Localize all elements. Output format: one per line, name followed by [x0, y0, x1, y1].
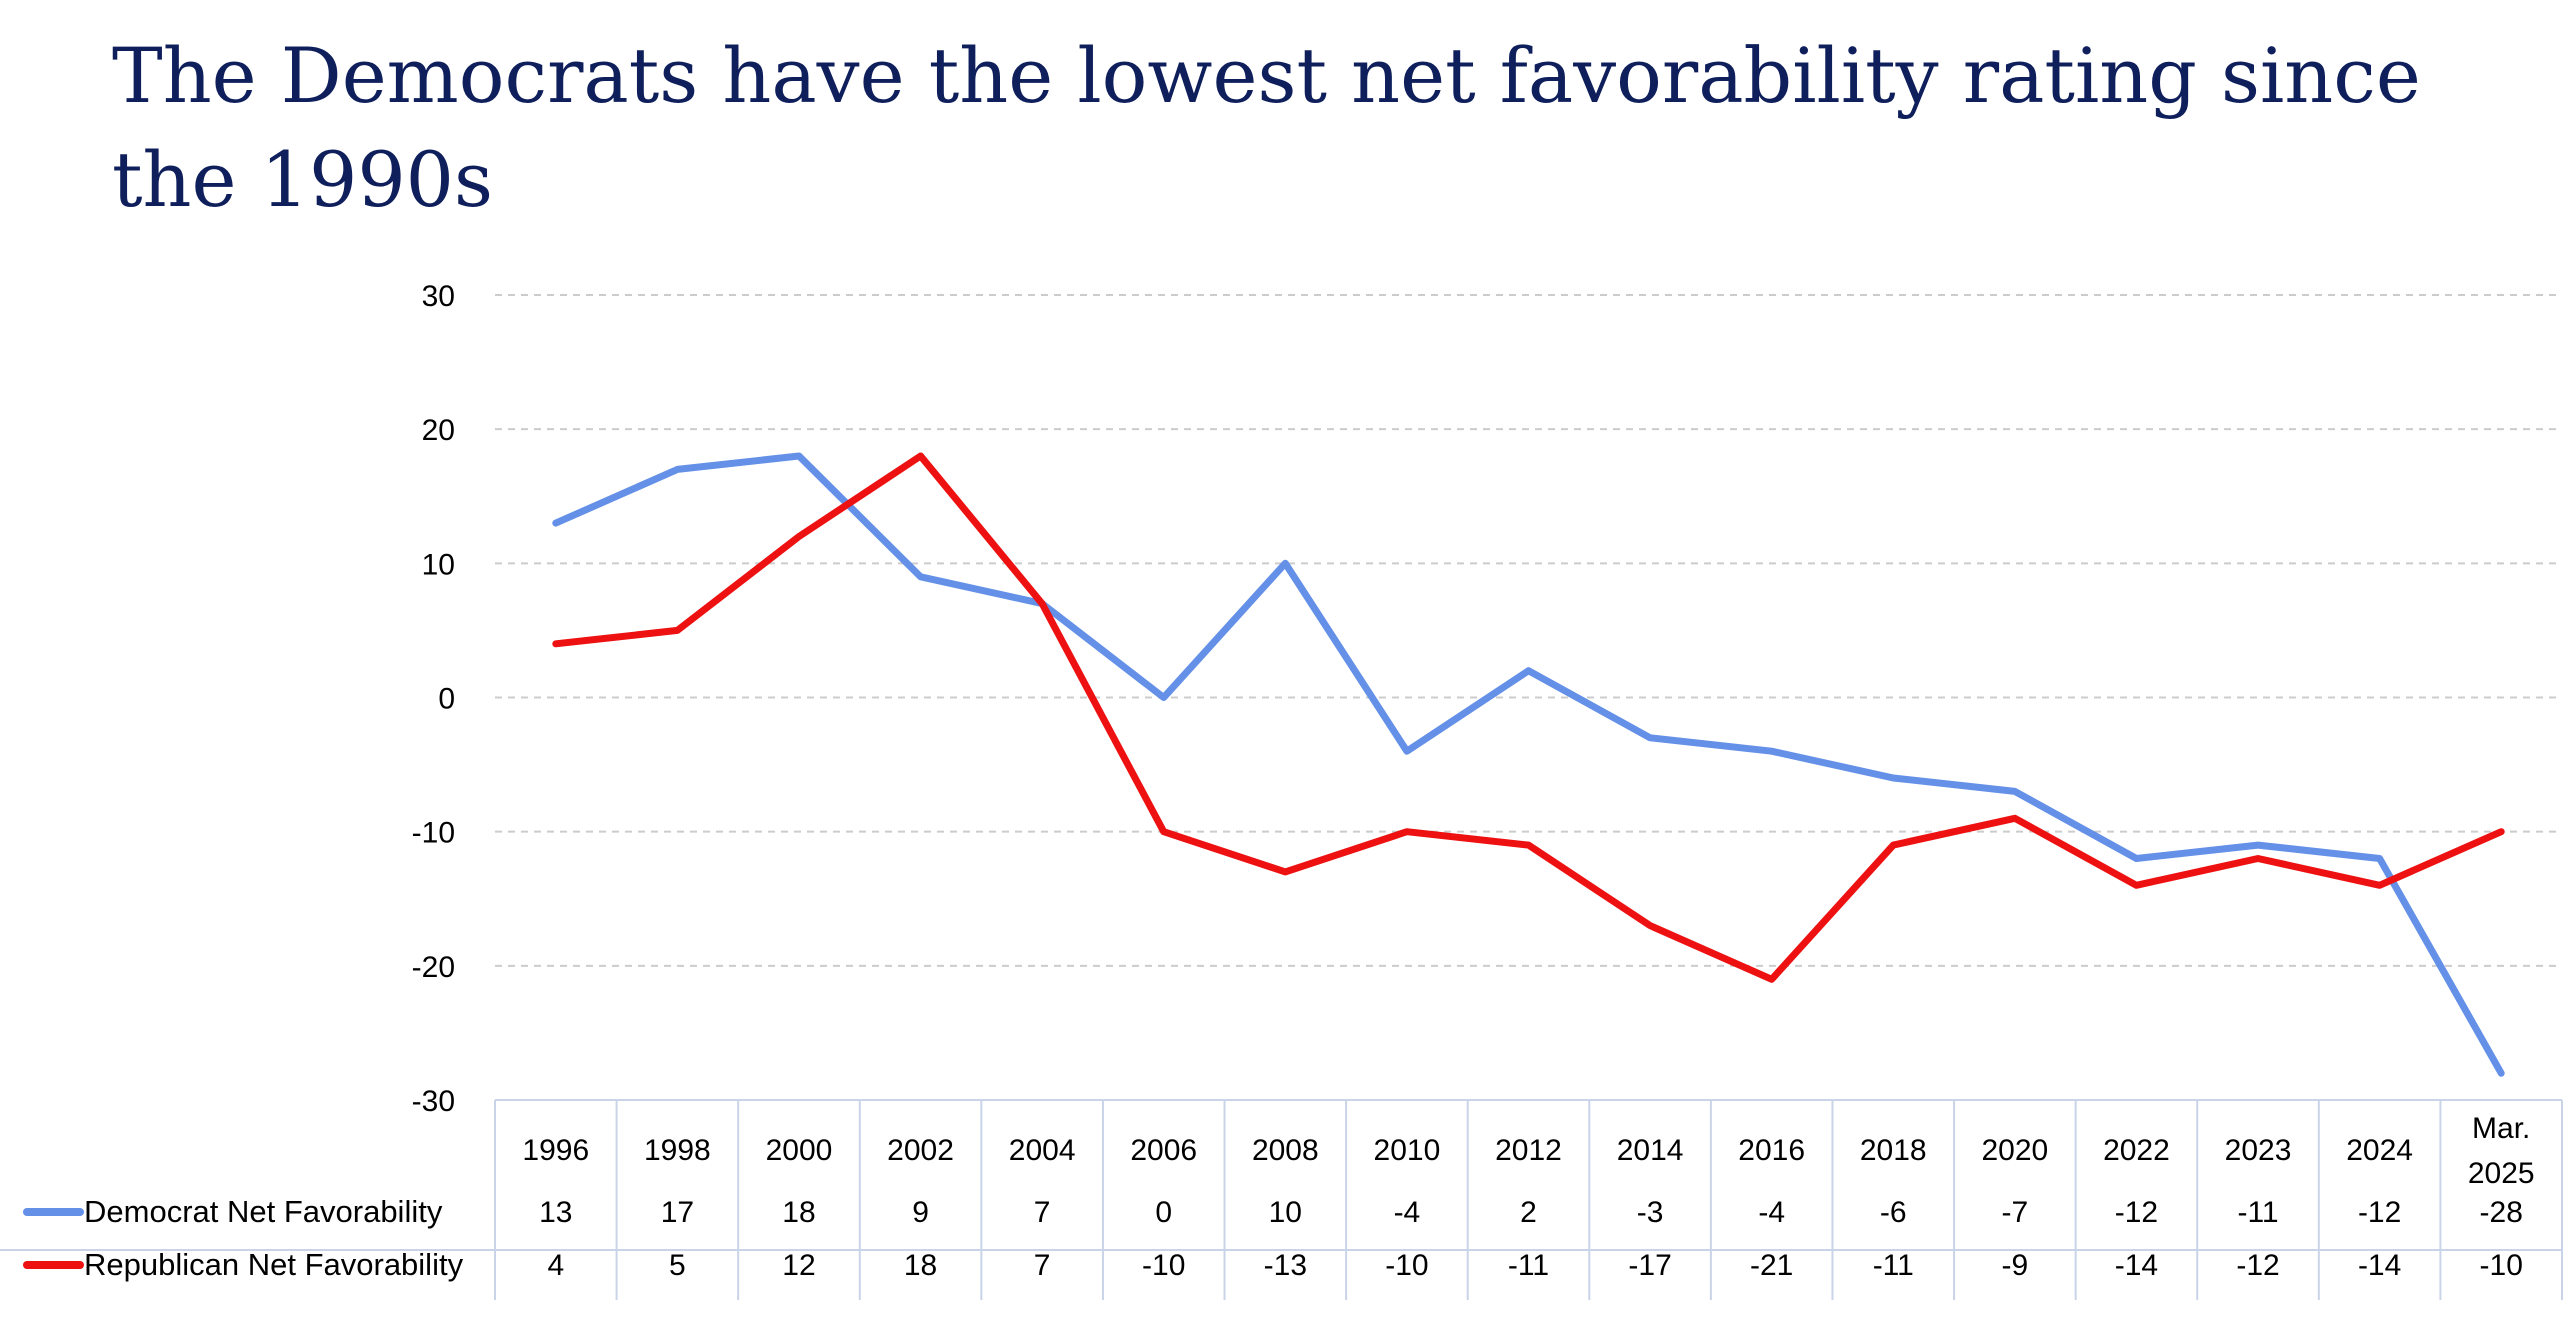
x-tick-label: 2006: [1130, 1134, 1197, 1167]
data-label: -11: [1508, 1249, 1549, 1282]
data-label: -12: [2358, 1196, 2401, 1229]
data-label: 18: [782, 1196, 815, 1229]
data-label: 18: [904, 1249, 937, 1282]
x-tick-label: 1998: [644, 1134, 711, 1167]
data-label: 17: [661, 1196, 694, 1229]
data-label: 7: [1034, 1196, 1051, 1229]
data-label: -3: [1637, 1196, 1664, 1229]
gridlines: [495, 294, 2562, 967]
x-tick-label: 2010: [1374, 1134, 1441, 1167]
x-tick-label: 2022: [2103, 1134, 2170, 1167]
data-label: -10: [2480, 1249, 2523, 1282]
x-tick-label: Mar.: [2472, 1112, 2530, 1145]
x-tick-label: 2016: [1738, 1134, 1805, 1167]
x-tick-label: 2024: [2346, 1134, 2413, 1167]
data-label: -14: [2115, 1249, 2158, 1282]
x-tick-label: 2020: [1981, 1134, 2048, 1167]
data-label: 13: [539, 1196, 572, 1229]
data-label: -17: [1628, 1249, 1671, 1282]
data-label: 10: [1269, 1196, 1302, 1229]
y-axis: 30 20 10 0 -10 -20 -30: [412, 280, 455, 1118]
x-tick-label: 2000: [766, 1134, 833, 1167]
data-label: -11: [2237, 1196, 2278, 1229]
x-tick-label: 2002: [887, 1134, 954, 1167]
x-tick-label: 2014: [1617, 1134, 1684, 1167]
data-label: 2: [1520, 1196, 1537, 1229]
legend-label: Democrat Net Favorability: [84, 1194, 443, 1229]
data-label: 12: [782, 1249, 815, 1282]
series-lines: [552, 452, 2505, 1077]
y-tick-label: 10: [422, 548, 455, 581]
data-label: -6: [1880, 1196, 1907, 1229]
data-label: 5: [669, 1249, 686, 1282]
data-table: 1996 1998 2000 2002 2004 2006 2008 2010 2012 2014…: [0, 1099, 2563, 1300]
democrat-series-line: [552, 452, 2505, 1077]
x-tick-label: 2008: [1252, 1134, 1319, 1167]
data-label: 4: [547, 1249, 564, 1282]
y-tick-label: 30: [422, 280, 455, 313]
data-label: 0: [1155, 1196, 1172, 1229]
data-label: -9: [2002, 1249, 2029, 1282]
y-tick-label: 20: [422, 414, 455, 447]
data-label: 9: [912, 1196, 929, 1229]
republican-series-line: [552, 452, 2505, 983]
x-tick-label: 2025: [2468, 1157, 2535, 1190]
legend-label: Republican Net Favorability: [84, 1247, 464, 1282]
data-label: -11: [1873, 1249, 1914, 1282]
x-tick-label: 2023: [2225, 1134, 2292, 1167]
data-label: -7: [2002, 1196, 2029, 1229]
y-tick-label: 0: [438, 683, 455, 716]
data-label: -10: [1385, 1249, 1428, 1282]
data-label: -12: [2236, 1249, 2279, 1282]
data-label: -14: [2358, 1249, 2401, 1282]
data-label: -28: [2480, 1196, 2523, 1229]
x-tick-label: 2012: [1495, 1134, 1562, 1167]
data-label: -13: [1264, 1249, 1307, 1282]
data-label: -12: [2115, 1196, 2158, 1229]
data-label: 7: [1034, 1249, 1051, 1282]
x-tick-label: 2018: [1860, 1134, 1927, 1167]
x-tick-label: 2004: [1009, 1134, 1076, 1167]
y-tick-label: -20: [412, 951, 455, 984]
data-label: -4: [1394, 1196, 1421, 1229]
data-label: -21: [1750, 1249, 1793, 1282]
data-label: -10: [1142, 1249, 1185, 1282]
y-tick-label: -30: [412, 1085, 455, 1118]
y-tick-label: -10: [412, 817, 455, 850]
chart-title: The Democrats have the lowest net favora…: [112, 31, 2421, 224]
x-tick-label: 1996: [522, 1134, 589, 1167]
data-label: -4: [1758, 1196, 1785, 1229]
